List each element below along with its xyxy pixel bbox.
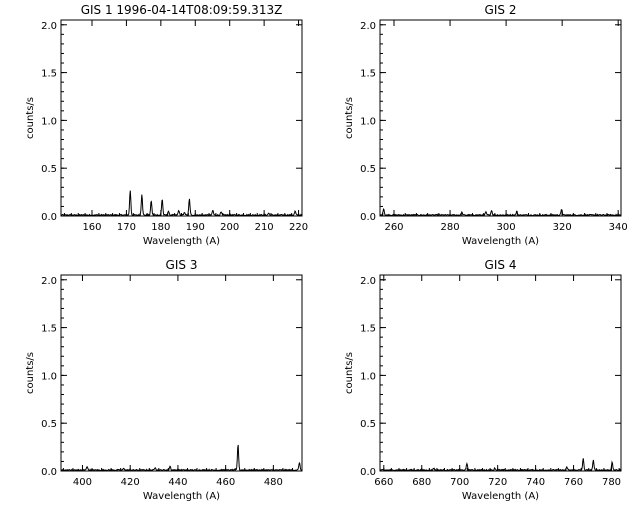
x-tick-label: 420 [121, 477, 140, 488]
x-tick-label: 680 [412, 477, 431, 488]
y-tick-label: 2.0 [41, 276, 57, 287]
x-tick-label: 300 [497, 222, 516, 233]
x-tick-label: 660 [374, 477, 393, 488]
x-tick-label: 400 [73, 477, 92, 488]
y-axis-label: counts/s [25, 97, 36, 139]
spectrum-line [380, 458, 622, 472]
spectrum-line [60, 190, 303, 217]
plot-frame [60, 19, 303, 217]
x-axis-label: Wavelength (A) [462, 491, 539, 502]
panel-title: GIS 3 [166, 258, 198, 272]
plot-frame [379, 19, 622, 217]
y-axis-label: counts/s [25, 352, 36, 394]
x-axis-label: Wavelength (A) [143, 236, 220, 247]
plot-frame [60, 274, 303, 472]
x-tick-label: 740 [526, 477, 545, 488]
y-tick-label: 1.0 [41, 116, 57, 127]
x-tick-label: 180 [151, 222, 170, 233]
y-axis-label: counts/s [344, 97, 355, 139]
y-tick-label: 0.0 [360, 467, 376, 478]
panel-title: GIS 2 [485, 3, 517, 17]
y-tick-label: 0.5 [360, 419, 376, 430]
y-tick-label: 0.0 [41, 467, 57, 478]
x-tick-label: 460 [216, 477, 235, 488]
x-tick-label: 480 [264, 477, 283, 488]
x-tick-label: 440 [168, 477, 187, 488]
x-tick-label: 280 [441, 222, 460, 233]
x-tick-label: 170 [117, 222, 136, 233]
x-tick-label: 200 [220, 222, 239, 233]
x-tick-label: 320 [553, 222, 572, 233]
y-tick-label: 1.0 [360, 116, 376, 127]
panel-title: GIS 4 [485, 258, 517, 272]
plot-frame [379, 274, 622, 472]
y-tick-label: 1.0 [41, 371, 57, 382]
panel-title: GIS 1 1996-04-14T08:09:59.313Z [81, 3, 283, 17]
y-tick-label: 0.5 [41, 164, 57, 175]
x-tick-label: 220 [289, 222, 308, 233]
y-tick-label: 2.0 [360, 276, 376, 287]
x-tick-label: 760 [564, 477, 583, 488]
x-tick-label: 700 [450, 477, 469, 488]
x-tick-label: 780 [602, 477, 621, 488]
y-tick-label: 1.5 [360, 324, 376, 335]
y-tick-label: 2.0 [360, 21, 376, 32]
panel-4: GIS 4 660 680 700 720 740 760 780 0.0 0.5 1.0 1.5 2.… [344, 258, 622, 502]
x-axis-label: Wavelength (A) [143, 491, 220, 502]
x-tick-label: 210 [255, 222, 274, 233]
y-tick-label: 1.0 [360, 371, 376, 382]
x-tick-label: 260 [384, 222, 403, 233]
panel-1: GIS 1 1996-04-14T08:09:59.313Z 160 170 180 1… [25, 3, 308, 247]
x-axis-label: Wavelength (A) [462, 236, 539, 247]
y-tick-label: 1.5 [41, 324, 57, 335]
x-tick-label: 340 [609, 222, 628, 233]
panel-2: GIS 2 260 280 300 320 340 0.0 0.5 1.0 1.5 2.0 Wavel… [344, 3, 628, 247]
y-tick-label: 0.0 [360, 212, 376, 223]
y-tick-label: 0.0 [41, 212, 57, 223]
y-tick-label: 1.5 [41, 69, 57, 80]
x-tick-label: 720 [488, 477, 507, 488]
y-axis-label: counts/s [344, 352, 355, 394]
y-tick-label: 2.0 [41, 21, 57, 32]
panel-3: GIS 3 400 420 440 460 480 0.0 0.5 1.0 1.5 2.0 Wavel… [25, 258, 303, 502]
spectrum-line [379, 207, 622, 217]
x-tick-label: 160 [82, 222, 101, 233]
y-tick-label: 0.5 [41, 419, 57, 430]
x-tick-label: 190 [186, 222, 205, 233]
spectrum-line [60, 444, 303, 472]
y-tick-label: 1.5 [360, 69, 376, 80]
y-tick-label: 0.5 [360, 164, 376, 175]
